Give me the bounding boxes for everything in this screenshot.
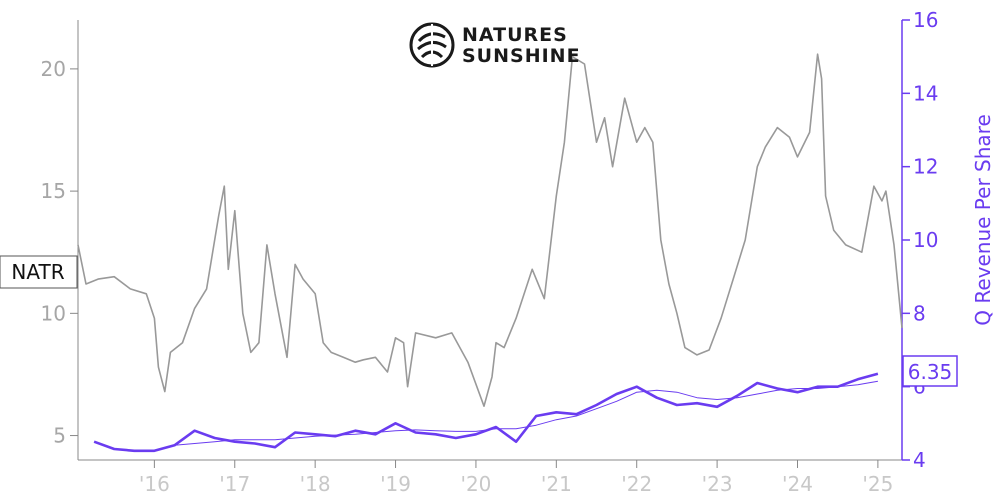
logo-line1: NATURES: [462, 24, 568, 46]
last-value-tag-text: 6.35: [908, 360, 953, 384]
series-line-revenue-trend: [174, 380, 878, 446]
logo-line2: SUNSHINE: [462, 45, 581, 67]
x-tick-label: '22: [621, 472, 652, 496]
last-value-tag: 6.35: [902, 355, 958, 387]
left-tick-label: 5: [53, 424, 66, 448]
right-axis-ticks: 46810121416: [902, 8, 938, 472]
x-tick-label: '16: [139, 472, 170, 496]
price-tag: NATR: [0, 255, 78, 289]
x-tick-label: '23: [702, 472, 733, 496]
right-tick-label: 16: [913, 8, 938, 32]
right-tick-label: 4: [913, 448, 926, 472]
left-axis-ticks: 5 10 15 20: [41, 57, 78, 448]
x-tick-label: '21: [541, 472, 572, 496]
left-tick-label: 15: [41, 179, 66, 203]
axes-frame: [77, 20, 903, 461]
x-axis-ticks: '16 '17 '18 '19 '20 '21 '22 '23 '24 '25: [139, 460, 893, 496]
x-tick-label: '17: [219, 472, 250, 496]
price-tag-text: NATR: [11, 260, 64, 284]
price-tag-box: [0, 255, 78, 289]
series-layer: [77, 53, 903, 453]
right-axis-label: Q Revenue Per Share: [971, 114, 995, 326]
logo: NATURES SUNSHINE: [409, 22, 581, 68]
right-tick-label: 8: [913, 301, 926, 325]
left-tick-label: 20: [41, 57, 66, 81]
series-line-revenue: [93, 372, 879, 453]
series-line-price: [77, 53, 903, 408]
left-tick-label: 10: [41, 301, 66, 325]
x-tick-label: '18: [300, 472, 331, 496]
x-tick-label: '20: [460, 472, 491, 496]
right-tick-label: 12: [913, 155, 938, 179]
last-value-tag-box: [902, 355, 958, 387]
right-tick-label: 10: [913, 228, 938, 252]
right-tick-label: 14: [913, 81, 938, 105]
leaf-cluster-icon: [409, 22, 455, 68]
x-tick-label: '19: [380, 472, 411, 496]
x-tick-label: '24: [782, 472, 813, 496]
x-tick-label: '25: [862, 472, 893, 496]
